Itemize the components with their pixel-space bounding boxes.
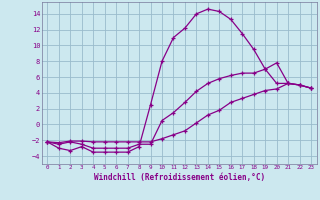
X-axis label: Windchill (Refroidissement éolien,°C): Windchill (Refroidissement éolien,°C) [94, 173, 265, 182]
